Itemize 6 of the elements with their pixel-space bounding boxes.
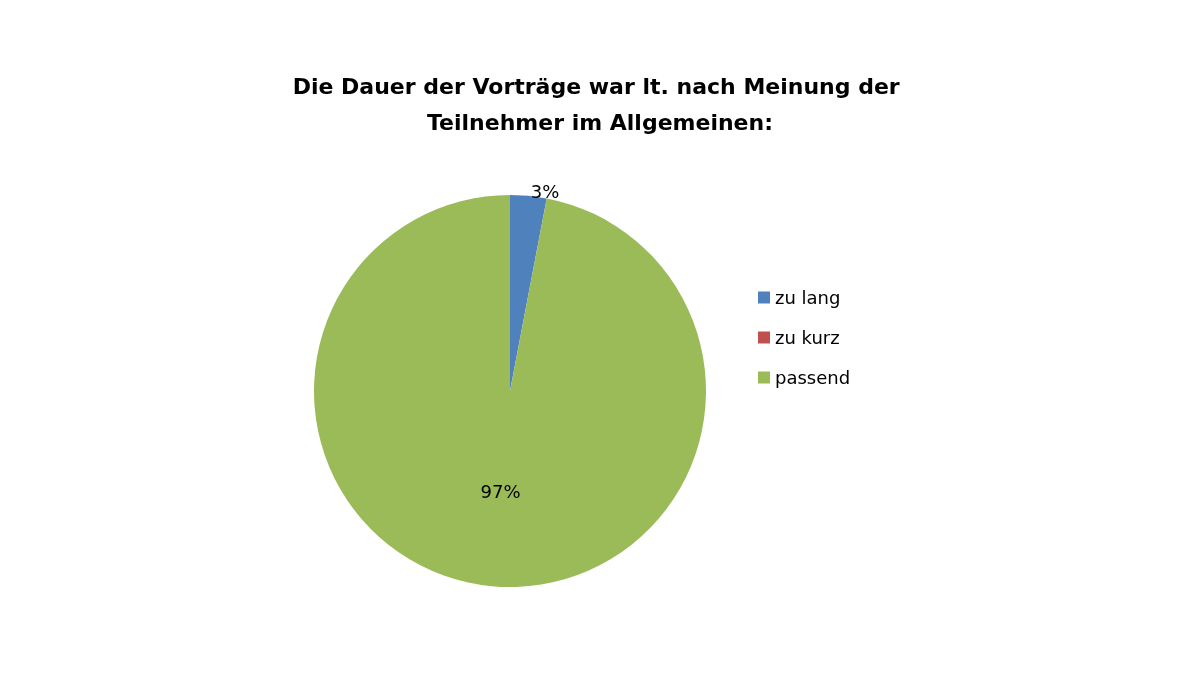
legend-label: zu lang	[775, 287, 841, 308]
legend-label: zu kurz	[775, 327, 840, 348]
data-label: 97%	[480, 481, 521, 503]
legend-label: passend	[775, 367, 851, 388]
chart-title: Die Dauer der Vorträge war lt. nach Meinung der Teilnehmer im Allgemeinen:	[292, 73, 908, 135]
data-label: 3%	[530, 181, 560, 203]
